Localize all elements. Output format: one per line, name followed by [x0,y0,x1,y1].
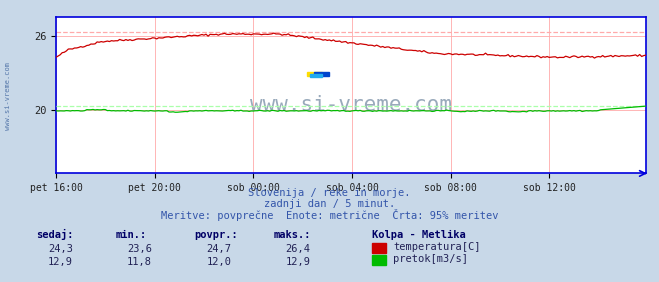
Text: 12,0: 12,0 [206,257,231,266]
Text: povpr.:: povpr.: [194,230,238,240]
Text: zadnji dan / 5 minut.: zadnji dan / 5 minut. [264,199,395,209]
FancyBboxPatch shape [306,72,322,76]
Text: 12,9: 12,9 [285,257,310,266]
Text: www.si-vreme.com: www.si-vreme.com [250,94,452,114]
Text: temperatura[C]: temperatura[C] [393,242,481,252]
Text: Meritve: povprečne  Enote: metrične  Črta: 95% meritev: Meritve: povprečne Enote: metrične Črta:… [161,209,498,221]
Text: pretok[m3/s]: pretok[m3/s] [393,254,469,264]
FancyBboxPatch shape [314,72,329,76]
Text: 24,7: 24,7 [206,244,231,254]
Text: min.:: min.: [115,230,146,240]
Text: 26,4: 26,4 [285,244,310,254]
Text: Kolpa - Metlika: Kolpa - Metlika [372,230,466,240]
Text: maks.:: maks.: [273,230,311,240]
Text: 11,8: 11,8 [127,257,152,266]
Text: Slovenija / reke in morje.: Slovenija / reke in morje. [248,188,411,198]
Text: 24,3: 24,3 [48,244,73,254]
FancyBboxPatch shape [310,74,322,77]
Text: www.si-vreme.com: www.si-vreme.com [5,62,11,130]
Text: 23,6: 23,6 [127,244,152,254]
Text: 12,9: 12,9 [48,257,73,266]
Text: sedaj:: sedaj: [36,229,74,240]
